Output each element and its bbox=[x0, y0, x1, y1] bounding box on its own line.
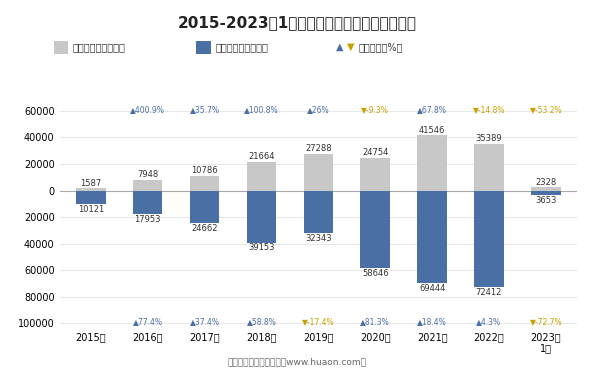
Text: ▲35.7%: ▲35.7% bbox=[190, 105, 220, 114]
Bar bbox=[196, 41, 211, 54]
Bar bbox=[303, 190, 333, 234]
Text: ▼-9.3%: ▼-9.3% bbox=[361, 105, 389, 114]
Bar bbox=[361, 190, 390, 269]
Text: ▲58.8%: ▲58.8% bbox=[246, 317, 276, 326]
Bar bbox=[133, 180, 162, 190]
Text: 3653: 3653 bbox=[535, 196, 556, 205]
Bar bbox=[190, 176, 220, 190]
Text: ▼-53.2%: ▼-53.2% bbox=[530, 105, 562, 114]
Bar bbox=[76, 190, 105, 204]
Text: ▲67.8%: ▲67.8% bbox=[417, 105, 447, 114]
Text: ▼-72.7%: ▼-72.7% bbox=[530, 317, 562, 326]
Text: 72412: 72412 bbox=[476, 288, 502, 296]
Text: 24662: 24662 bbox=[192, 224, 218, 233]
Bar bbox=[247, 190, 276, 243]
Text: 24754: 24754 bbox=[362, 148, 389, 157]
Text: 39153: 39153 bbox=[248, 243, 275, 252]
Text: 58646: 58646 bbox=[362, 269, 389, 278]
Text: 35389: 35389 bbox=[475, 134, 502, 143]
Text: ▼-14.8%: ▼-14.8% bbox=[473, 105, 505, 114]
Text: ▲4.3%: ▲4.3% bbox=[477, 317, 502, 326]
Text: 10121: 10121 bbox=[78, 205, 104, 214]
Bar bbox=[247, 162, 276, 190]
Bar bbox=[417, 135, 447, 190]
Bar bbox=[531, 190, 560, 195]
Text: ▼-17.4%: ▼-17.4% bbox=[302, 317, 334, 326]
Bar bbox=[190, 190, 220, 223]
Text: 69444: 69444 bbox=[419, 283, 445, 292]
Text: 10786: 10786 bbox=[191, 166, 218, 175]
Text: 制图：华经产业研究院（www.huaon.com）: 制图：华经产业研究院（www.huaon.com） bbox=[228, 357, 367, 366]
Text: ▲26%: ▲26% bbox=[307, 105, 330, 114]
Bar bbox=[133, 190, 162, 214]
Text: ▲400.9%: ▲400.9% bbox=[130, 105, 165, 114]
Bar bbox=[531, 187, 560, 190]
Text: 进口总额（万美元）: 进口总额（万美元） bbox=[215, 42, 268, 52]
Text: 2328: 2328 bbox=[536, 177, 556, 187]
Text: 同比增速（%）: 同比增速（%） bbox=[359, 42, 403, 52]
Text: 7948: 7948 bbox=[137, 170, 158, 179]
Text: 41546: 41546 bbox=[419, 125, 445, 135]
Text: ▲: ▲ bbox=[336, 42, 344, 52]
Text: ▲100.8%: ▲100.8% bbox=[244, 105, 278, 114]
Text: 32343: 32343 bbox=[305, 234, 331, 243]
Bar bbox=[417, 190, 447, 283]
Text: 1587: 1587 bbox=[80, 179, 101, 187]
Text: 27288: 27288 bbox=[305, 144, 331, 154]
Bar bbox=[474, 144, 504, 190]
Text: ▼: ▼ bbox=[347, 42, 355, 52]
Text: 17953: 17953 bbox=[134, 215, 161, 224]
Text: ▲81.3%: ▲81.3% bbox=[361, 317, 390, 326]
Bar bbox=[361, 158, 390, 190]
Bar bbox=[76, 188, 105, 190]
Bar bbox=[303, 154, 333, 190]
Text: 2015-2023年1月太仓港综合保税区进、出口额: 2015-2023年1月太仓港综合保税区进、出口额 bbox=[178, 15, 417, 30]
Text: 出口总额（万美元）: 出口总额（万美元） bbox=[73, 42, 126, 52]
Text: ▲37.4%: ▲37.4% bbox=[190, 317, 220, 326]
Text: ▲18.4%: ▲18.4% bbox=[417, 317, 447, 326]
Text: 21664: 21664 bbox=[248, 152, 275, 161]
Text: ▲77.4%: ▲77.4% bbox=[133, 317, 162, 326]
Bar bbox=[474, 190, 504, 287]
Bar bbox=[54, 41, 68, 54]
